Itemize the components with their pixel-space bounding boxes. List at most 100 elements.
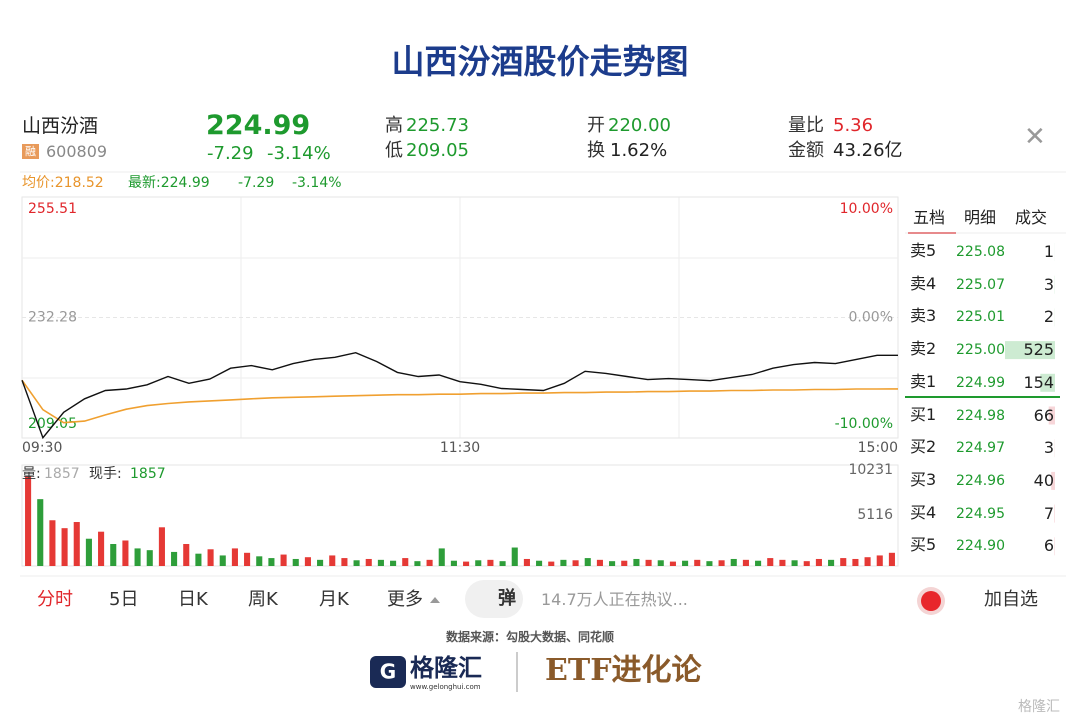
volume-shade (1051, 471, 1055, 490)
danmaku-button[interactable] (465, 580, 523, 618)
volume-bar (536, 560, 543, 566)
volume-bar (694, 559, 701, 566)
hand-value: 1857 (130, 466, 166, 482)
volume-bar (37, 499, 44, 566)
book-price: 224.99 (956, 374, 1005, 391)
volume-bar (572, 560, 579, 566)
book-volume: 525 (1023, 340, 1054, 360)
book-label: 买3 (910, 469, 937, 489)
volume-bar (426, 559, 433, 566)
book-volume: 66 (1033, 405, 1054, 425)
volume-bar (523, 558, 530, 566)
volume-bar (548, 561, 555, 566)
volume-bar (487, 559, 494, 566)
time-label: 15:00 (858, 440, 898, 456)
volume-bar (888, 552, 895, 566)
volume-bar (122, 540, 129, 566)
book-label: 买5 (910, 535, 937, 555)
volume-bar (876, 555, 883, 566)
volume-bar (669, 561, 676, 566)
volume-bar (365, 558, 372, 566)
volume-bar (256, 556, 263, 566)
site: www.gelonghui.com (410, 683, 481, 691)
volume-bar (511, 547, 518, 566)
volume-bar (779, 559, 786, 566)
book-label: 卖1 (910, 371, 937, 391)
period-tab[interactable]: 更多 (387, 589, 423, 610)
volume-bar (244, 552, 251, 566)
book-tab[interactable]: 五档 (913, 208, 946, 227)
low: 209.05 (406, 140, 469, 161)
volume-bar (852, 558, 859, 566)
book-label: 买4 (910, 502, 937, 522)
avg-price: 均价:218.52 (22, 175, 104, 191)
y2-tick-label: -10.00% (835, 416, 893, 432)
logo-glyph: G (380, 660, 396, 684)
volume-bar (219, 555, 226, 566)
volume-bar (158, 527, 165, 566)
discussion[interactable]: 14.7万人正在热议... (541, 590, 688, 609)
price: 224.99 (206, 110, 311, 141)
turnover: 1.62% (610, 140, 668, 161)
y-tick-label: 232.28 (28, 310, 77, 326)
book-volume: 2 (1043, 307, 1054, 327)
volume-bar (706, 561, 713, 566)
period-tab[interactable]: 周K (248, 589, 278, 610)
volume-bar (292, 558, 299, 566)
book-price: 224.90 (956, 538, 1005, 555)
volume-bar (645, 559, 652, 566)
volume-bar (475, 560, 482, 566)
volume-shade (1054, 504, 1055, 523)
book-volume: 1 (1043, 242, 1054, 261)
period-tab[interactable]: 5日 (109, 589, 139, 610)
stock-code: 600809 (46, 142, 108, 161)
volume-bar (499, 561, 506, 566)
volume-bar (280, 554, 287, 566)
hand-label: 现手: (89, 466, 122, 482)
record-dot[interactable] (921, 591, 941, 611)
volume-bar (25, 476, 32, 566)
volume-bar (730, 558, 737, 566)
volume-bar (621, 560, 628, 566)
price-line (21, 351, 898, 440)
amount-label: 金额 (788, 140, 824, 161)
volume-bar (438, 548, 445, 566)
book-tab[interactable]: 明细 (964, 208, 997, 227)
logo-text: 格隆汇 (410, 654, 482, 682)
volume-bar (61, 528, 68, 566)
volume-bar (98, 531, 105, 566)
period-tab[interactable]: 月K (319, 589, 349, 610)
turnover-label: 换 (587, 140, 605, 161)
amount: 43.26亿 (833, 140, 903, 161)
volume-bar (657, 560, 664, 566)
volume-bar (110, 544, 117, 566)
volume-shade (1040, 373, 1055, 392)
badge: 融 (22, 144, 39, 159)
volume-bar (803, 561, 810, 566)
book-label: 卖5 (910, 241, 937, 260)
ratio-label: 量比 (788, 115, 824, 136)
volume-bar (828, 559, 835, 566)
period-tab[interactable]: 分时 (37, 589, 73, 610)
add-watchlist[interactable]: 加自选 (984, 589, 1038, 610)
watermark: 格隆汇 (1018, 699, 1060, 715)
book-volume: 6 (1043, 536, 1054, 556)
book-price: 224.95 (956, 505, 1005, 522)
volume-bar (353, 560, 360, 566)
volume-tick-label: 5116 (857, 507, 893, 523)
book-volume: 3 (1043, 274, 1054, 294)
volume-bar (146, 550, 153, 566)
book-volume: 154 (1023, 372, 1054, 392)
book-tab[interactable]: 成交 (1015, 208, 1048, 227)
book-volume: 40 (1033, 470, 1054, 490)
period-tab[interactable]: 日K (178, 589, 208, 610)
volume-label: 量: (22, 466, 41, 482)
volume-bar (596, 559, 603, 566)
danmaku-label[interactable]: 弹 (498, 588, 516, 609)
volume-tick-label: 10231 (848, 462, 893, 478)
volume-shade (1054, 537, 1055, 556)
book-label: 买2 (910, 437, 937, 457)
close-button[interactable]: ✕ (1024, 122, 1046, 152)
y2-tick-label: 10.00% (840, 201, 893, 217)
change-pct: -3.14% (267, 143, 331, 164)
